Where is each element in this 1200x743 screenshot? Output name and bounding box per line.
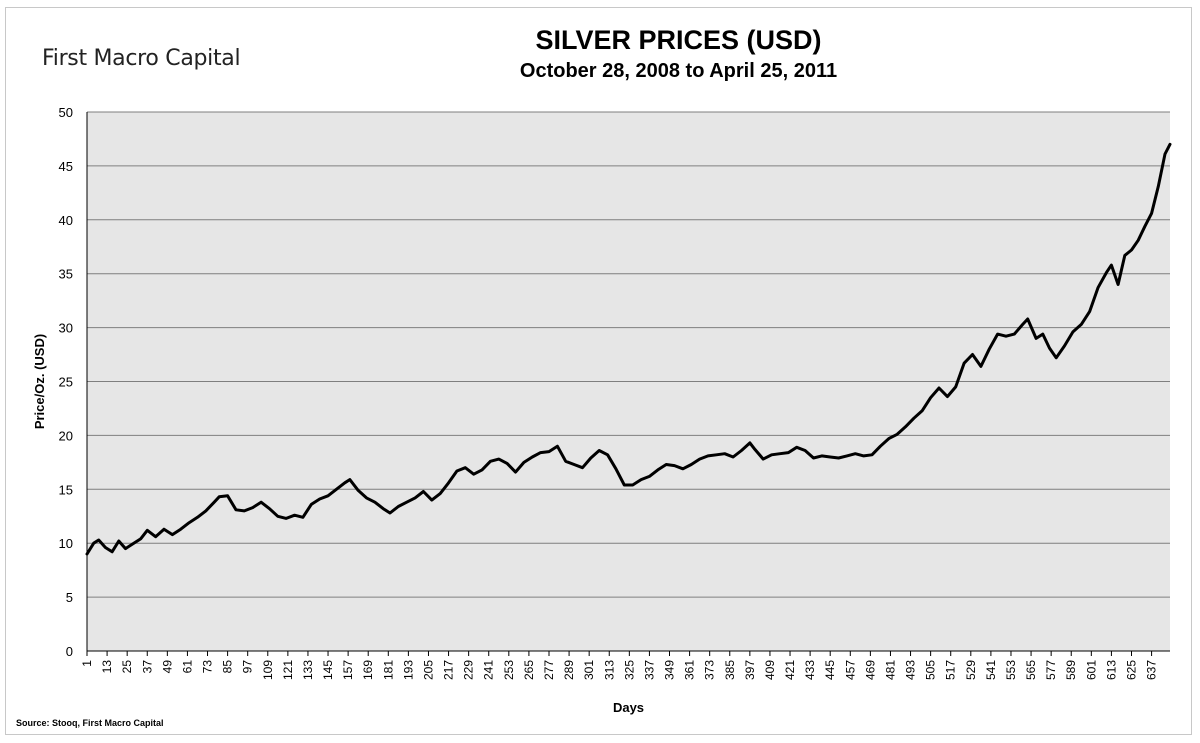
x-tick-label: 241: [482, 660, 496, 680]
x-tick-label: 637: [1145, 660, 1159, 680]
source-note: Source: Stooq, First Macro Capital: [16, 718, 164, 728]
x-axis-label: Days: [613, 700, 644, 715]
x-tick-label: 253: [502, 660, 516, 680]
chart-subtitle: October 28, 2008 to April 25, 2011: [519, 60, 838, 82]
x-tick-label: 505: [924, 660, 938, 680]
x-tick-label: 277: [542, 660, 556, 680]
silver-price-line: [85, 142, 1172, 556]
x-axis-ticks: 1 13 25 37 49 61 73 85 97 109 121 133 145 157 169 181 19…: [80, 651, 1159, 680]
y-tick-label: 50: [59, 105, 73, 120]
x-tick-label: 613: [1104, 660, 1118, 680]
x-tick-label: 157: [341, 660, 355, 680]
y-tick-label: 25: [59, 375, 73, 390]
x-tick-label: 217: [442, 660, 456, 680]
x-tick-label: 25: [120, 660, 134, 674]
x-tick-label: 49: [160, 660, 174, 674]
x-tick-label: 289: [562, 660, 576, 680]
x-tick-label: 421: [783, 660, 797, 680]
brand-label: First Macro Capital: [42, 46, 241, 71]
x-tick-label: 85: [221, 660, 235, 674]
x-tick-label: 1: [80, 660, 94, 667]
x-tick-label: 625: [1125, 660, 1139, 680]
x-tick-label: 301: [582, 660, 596, 680]
x-tick-label: 97: [241, 660, 255, 674]
x-tick-label: 325: [622, 660, 636, 680]
x-tick-label: 193: [401, 660, 415, 680]
x-tick-label: 145: [321, 660, 335, 680]
y-tick-label: 40: [59, 213, 73, 228]
x-tick-label: 601: [1084, 660, 1098, 680]
x-tick-label: 169: [361, 660, 375, 680]
x-tick-label: 121: [281, 660, 295, 680]
y-tick-label: 20: [59, 428, 73, 443]
x-tick-label: 529: [964, 660, 978, 680]
x-tick-label: 229: [462, 660, 476, 680]
chart-frame: [5, 7, 1192, 735]
x-tick-label: 133: [301, 660, 315, 680]
x-tick-label: 577: [1044, 660, 1058, 680]
x-tick-label: 13: [100, 660, 114, 674]
y-tick-label: 15: [59, 482, 73, 497]
y-tick-label: 0: [66, 644, 73, 659]
x-tick-label: 589: [1064, 660, 1078, 680]
x-tick-label: 361: [683, 660, 697, 680]
x-tick-label: 553: [1004, 660, 1018, 680]
chart-title: SILVER PRICES (USD): [535, 25, 822, 55]
x-tick-label: 61: [180, 660, 194, 674]
x-tick-label: 457: [843, 660, 857, 680]
x-tick-label: 181: [381, 660, 395, 680]
y-tick-label: 35: [59, 267, 73, 282]
x-tick-label: 481: [883, 660, 897, 680]
x-tick-label: 433: [803, 660, 817, 680]
y-tick-label: 30: [59, 321, 73, 336]
x-tick-label: 397: [743, 660, 757, 680]
x-tick-label: 541: [984, 660, 998, 680]
gridlines: [87, 111, 1170, 598]
x-tick-label: 469: [863, 660, 877, 680]
x-tick-label: 409: [763, 660, 777, 680]
y-tick-label: 10: [59, 536, 73, 551]
x-tick-label: 337: [642, 660, 656, 680]
x-tick-label: 385: [723, 660, 737, 680]
y-tick-label: 5: [66, 590, 73, 605]
y-axis-ticks: 0 5 10 15 20 25 30 35 40 45 50: [59, 105, 73, 659]
x-tick-label: 349: [663, 660, 677, 680]
y-tick-label: 45: [59, 159, 73, 174]
x-tick-label: 73: [201, 660, 215, 674]
x-tick-label: 313: [602, 660, 616, 680]
y-axis-label: Price/Oz. (USD): [32, 334, 47, 429]
x-tick-label: 265: [522, 660, 536, 680]
x-tick-label: 517: [944, 660, 958, 680]
x-tick-label: 373: [703, 660, 717, 680]
x-tick-label: 445: [823, 660, 837, 680]
x-tick-label: 493: [904, 660, 918, 680]
x-tick-label: 37: [140, 660, 154, 674]
x-tick-label: 205: [421, 660, 435, 680]
x-tick-label: 109: [261, 660, 275, 680]
x-tick-label: 565: [1024, 660, 1038, 680]
